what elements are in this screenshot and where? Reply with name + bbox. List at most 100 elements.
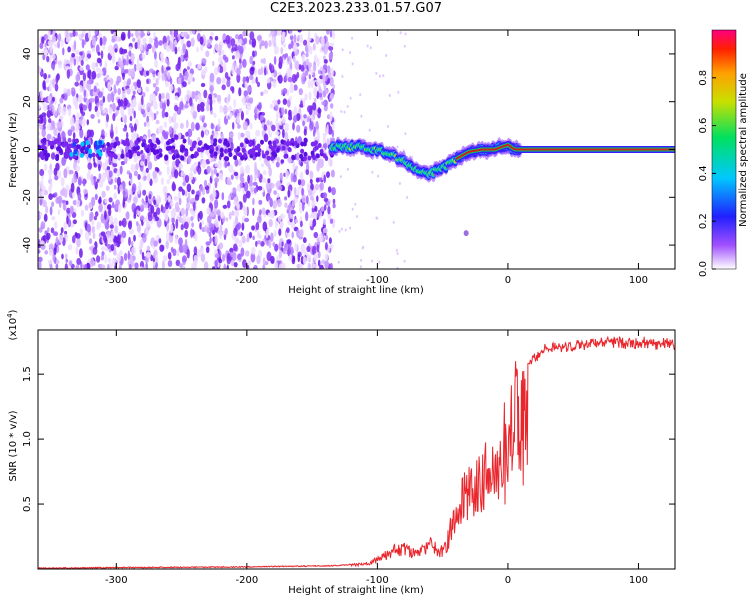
noise-speckle <box>228 194 231 200</box>
noise-speckle <box>226 255 231 265</box>
band-speckle <box>223 140 228 146</box>
noise-speckle <box>98 196 102 204</box>
noise-speckle <box>182 43 187 54</box>
noise-speckle <box>276 156 280 162</box>
noise-speckle <box>165 92 170 102</box>
noise-speckle <box>292 161 296 171</box>
noise-speckle <box>284 196 288 201</box>
noise-speckle <box>221 192 225 201</box>
band-speckle <box>50 144 54 150</box>
noise-speckle <box>322 218 326 225</box>
noise-speckle <box>116 106 120 111</box>
band-speckle <box>223 148 228 154</box>
band-speckle <box>164 154 169 160</box>
band-speckle <box>280 139 285 145</box>
band-speckle <box>317 143 322 148</box>
band-speckle <box>39 151 44 157</box>
noise-speckle <box>300 64 305 72</box>
noise-speckle <box>190 197 196 203</box>
noise-speckle <box>77 192 82 201</box>
noise-speckle <box>133 97 137 106</box>
band-speckle <box>106 142 111 147</box>
noise-speckle <box>236 230 241 237</box>
noise-speckle <box>212 60 215 67</box>
noise-speckle <box>248 181 253 187</box>
noise-speckle <box>366 44 369 48</box>
noise-speckle <box>260 91 264 97</box>
noise-speckle <box>228 93 231 103</box>
noise-speckle <box>239 173 244 183</box>
noise-speckle <box>216 208 222 216</box>
noise-speckle <box>251 38 257 48</box>
noise-speckle <box>281 241 284 247</box>
noise-speckle <box>91 47 96 53</box>
noise-speckle <box>273 56 277 65</box>
noise-speckle <box>187 128 193 138</box>
noise-speckle <box>209 236 212 244</box>
noise-speckle <box>130 52 135 63</box>
noise-speckle <box>65 30 69 39</box>
noise-speckle <box>222 253 226 262</box>
y-tick-label: 1.5 <box>22 366 33 382</box>
noise-speckle <box>297 179 302 186</box>
noise-speckle <box>302 98 306 108</box>
band-speckle <box>243 152 247 158</box>
noise-speckle <box>280 47 284 55</box>
noise-speckle <box>281 116 286 124</box>
noise-speckle <box>247 260 251 266</box>
band-speckle <box>319 148 324 154</box>
noise-speckle <box>192 110 197 120</box>
noise-speckle <box>79 51 83 56</box>
band-speckle <box>76 144 81 150</box>
noise-speckle <box>108 106 113 115</box>
noise-speckle <box>186 248 190 259</box>
top-y-axis-label: Frequency (Hz) <box>8 112 19 188</box>
noise-speckle <box>53 127 58 137</box>
noise-speckle <box>194 194 200 201</box>
noise-speckle <box>180 170 185 177</box>
noise-speckle <box>91 36 95 46</box>
band-speckle <box>166 140 170 146</box>
noise-speckle <box>215 146 219 152</box>
noise-speckle <box>65 200 69 205</box>
band-speckle <box>91 152 96 158</box>
noise-speckle <box>266 120 271 126</box>
band-speckle <box>175 153 180 159</box>
noise-speckle <box>312 130 316 137</box>
noise-speckle <box>39 124 44 130</box>
noise-speckle <box>330 169 335 178</box>
x-tick-label: 100 <box>629 575 648 586</box>
noise-speckle <box>150 205 155 214</box>
noise-speckle <box>329 111 333 122</box>
noise-speckle <box>134 84 137 90</box>
noise-speckle <box>406 196 409 199</box>
noise-speckle <box>118 263 122 269</box>
colorbar-tick-label: 0.8 <box>698 70 709 86</box>
noise-speckle <box>287 189 291 198</box>
noise-speckle <box>174 95 179 101</box>
noise-speckle <box>55 162 60 171</box>
band-speckle <box>179 147 184 153</box>
noise-speckle <box>183 31 189 37</box>
band-speckle <box>270 156 275 161</box>
noise-speckle <box>153 211 158 218</box>
noise-speckle <box>178 197 182 206</box>
noise-speckle <box>140 160 144 167</box>
noise-speckle <box>166 66 171 71</box>
noise-speckle <box>200 220 204 225</box>
band-speckle <box>191 143 196 149</box>
noise-speckle <box>118 98 121 108</box>
noise-speckle <box>158 238 162 244</box>
noise-speckle <box>114 48 118 53</box>
noise-speckle <box>300 243 306 254</box>
noise-speckle <box>140 108 145 115</box>
noise-speckle <box>65 37 70 43</box>
noise-speckle <box>309 170 314 180</box>
band-speckle <box>303 151 308 157</box>
noise-speckle <box>177 34 181 41</box>
noise-speckle <box>145 167 149 174</box>
noise-speckle <box>214 235 218 245</box>
noise-speckle <box>259 114 264 121</box>
noise-speckle <box>167 60 170 67</box>
noise-speckle <box>377 174 380 178</box>
